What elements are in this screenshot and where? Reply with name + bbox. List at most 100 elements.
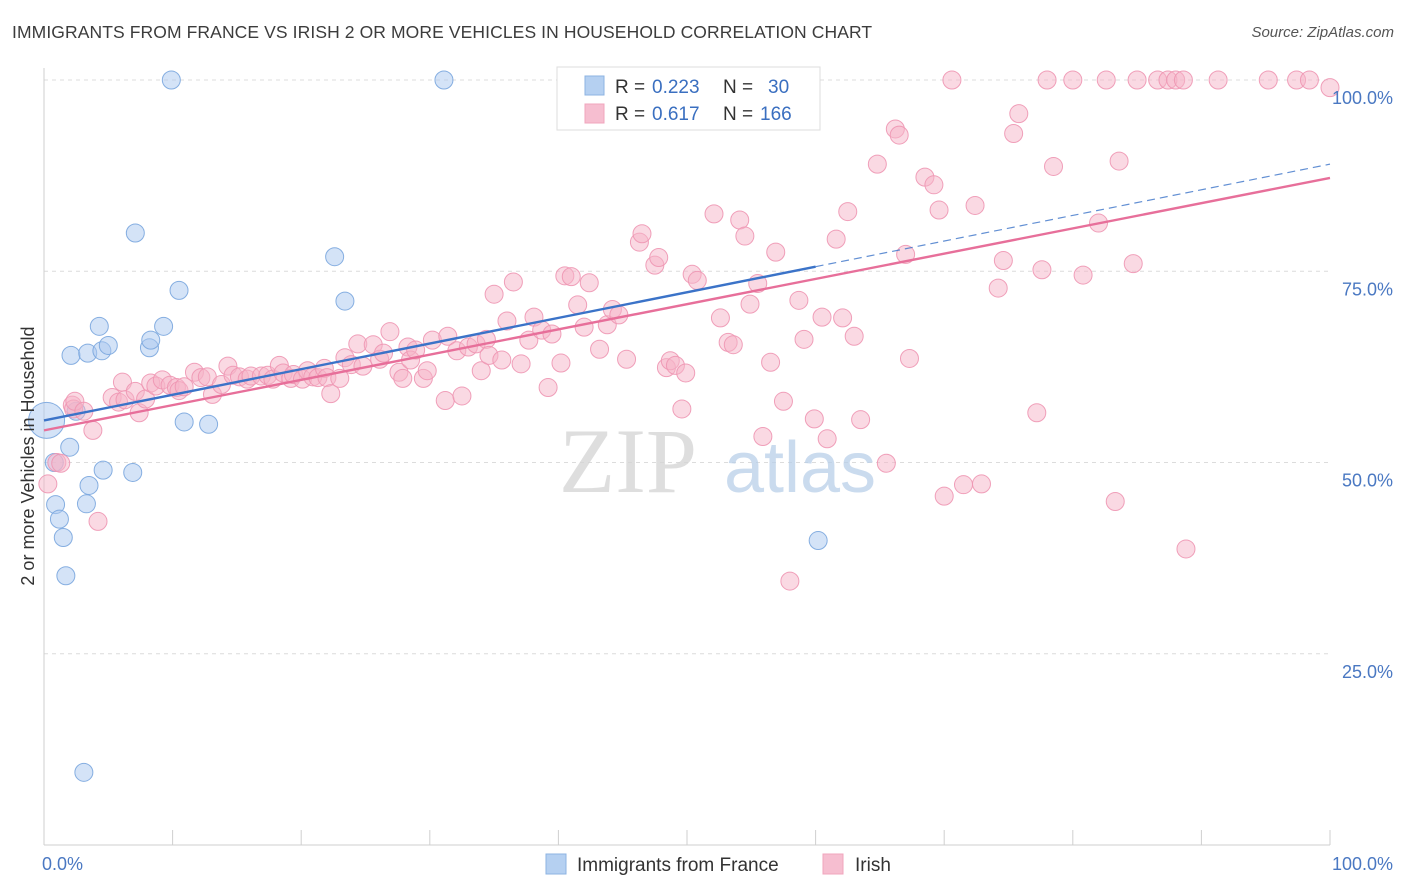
series-france-points (28, 70, 828, 782)
irish-point (1063, 70, 1083, 90)
irish-point (753, 426, 773, 446)
legend-n-label-france: N = (723, 77, 753, 98)
tick-labels: 25.0% 50.0% 75.0% 100.0% 0.0% 100.0% (42, 88, 1393, 874)
irish-point (704, 204, 724, 224)
trend-line-france (43, 265, 816, 422)
irish-point (51, 453, 71, 473)
legend-n-value-irish: 166 (760, 104, 792, 125)
trend-layer (43, 163, 1331, 432)
irish-point (393, 368, 413, 388)
irish-point (1004, 124, 1024, 144)
legend-r-label-france: R = (615, 77, 645, 98)
irish-point (826, 229, 846, 249)
irish-point (1105, 492, 1125, 512)
france-point (60, 437, 80, 457)
irish-point (867, 154, 887, 174)
axis-layer (43, 68, 1331, 846)
y-axis-title: 2 or more Vehicles in Household (18, 326, 38, 585)
irish-point (503, 272, 523, 292)
irish-point (844, 326, 864, 346)
irish-point (471, 361, 491, 381)
france-point (61, 345, 81, 365)
irish-point (988, 278, 1008, 298)
trend-line-irish (43, 176, 1331, 432)
irish-point (780, 571, 800, 591)
irish-point (617, 349, 637, 369)
irish-point (833, 308, 853, 328)
irish-point (1173, 70, 1193, 90)
irish-point (1127, 70, 1147, 90)
irish-point (924, 175, 944, 195)
irish-point (435, 391, 455, 411)
irish-point (1258, 70, 1278, 90)
irish-point (876, 453, 896, 473)
irish-point (971, 474, 991, 494)
chart-title: IMMIGRANTS FROM FRANCE VS IRISH 2 OR MOR… (12, 22, 873, 42)
irish-point (942, 70, 962, 90)
irish-point (1044, 156, 1064, 176)
france-point (174, 412, 194, 432)
irish-point (417, 361, 437, 381)
watermark: ZIP atlas (559, 410, 876, 512)
legend-swatch-irish (584, 103, 605, 124)
irish-point (794, 329, 814, 349)
legend-n-value-france: 30 (768, 77, 789, 98)
irish-point (740, 294, 760, 314)
irish-point (1009, 104, 1029, 124)
irish-point (538, 378, 558, 398)
irish-point (896, 244, 916, 264)
bottom-legend-swatch-france (545, 853, 567, 875)
irish-point (511, 354, 531, 374)
irish-point (551, 353, 571, 373)
france-point (76, 494, 96, 514)
france-point (89, 316, 109, 336)
irish-point (934, 486, 954, 506)
irish-point (1123, 254, 1143, 274)
irish-point (88, 511, 108, 531)
chart-source: Source: ZipAtlas.com (1251, 24, 1394, 41)
irish-point (965, 195, 985, 215)
irish-point (542, 324, 562, 344)
france-point (808, 531, 828, 551)
irish-point (773, 391, 793, 411)
irish-point (1027, 403, 1047, 423)
bottom-legend-label-france: Immigrants from France (577, 855, 779, 876)
irish-point (83, 420, 103, 440)
irish-point (1037, 70, 1057, 90)
legend-r-value-irish: 0.617 (652, 104, 700, 125)
irish-point (590, 339, 610, 359)
irish-point (632, 224, 652, 244)
x-tick-label-1: 100.0% (1332, 854, 1393, 874)
irish-point (953, 475, 973, 495)
irish-point (497, 311, 517, 331)
france-point (154, 316, 174, 336)
irish-point (889, 125, 909, 145)
points-layer (28, 70, 1340, 782)
france-point (93, 460, 113, 480)
irish-point (452, 386, 472, 406)
irish-point (851, 410, 871, 430)
irish-point (609, 305, 629, 325)
irish-point (672, 399, 692, 419)
bottom-legend-label-irish: Irish (855, 855, 891, 876)
irish-point (735, 226, 755, 246)
irish-point (38, 474, 58, 494)
france-point (325, 247, 345, 267)
bottom-legend: Immigrants from France Irish (545, 853, 891, 876)
france-point (56, 566, 76, 586)
irish-point (649, 247, 669, 267)
irish-point (812, 307, 832, 327)
france-point (53, 527, 73, 547)
irish-point (561, 267, 581, 287)
france-point (141, 330, 161, 350)
irish-point (1073, 265, 1093, 285)
france-point (74, 762, 94, 782)
france-point (123, 462, 143, 482)
france-point (169, 280, 189, 300)
france-point (125, 223, 145, 243)
irish-point (766, 242, 786, 262)
irish-point (492, 350, 512, 370)
irish-point (1176, 539, 1196, 559)
legend-r-label-irish: R = (615, 104, 645, 125)
watermark-atlas: atlas (724, 428, 876, 508)
